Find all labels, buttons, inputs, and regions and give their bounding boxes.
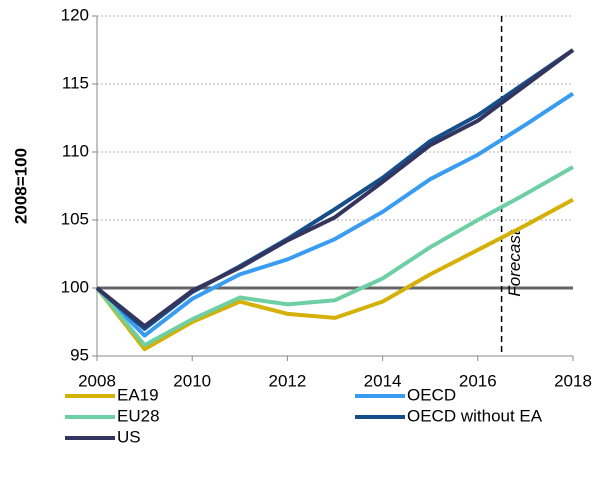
- y-axis-label: 2008=100: [11, 148, 30, 224]
- x-tick-label: 2018: [554, 371, 592, 390]
- y-tick-label: 120: [61, 5, 89, 24]
- x-tick-label: 2014: [364, 371, 402, 390]
- y-tick-label: 100: [61, 277, 89, 296]
- series-line: [95, 48, 575, 329]
- y-tick-label: 115: [62, 73, 89, 92]
- series-line: [95, 197, 574, 352]
- y-tick-label: 110: [62, 141, 89, 160]
- legend-label: EU28: [117, 406, 160, 425]
- legend-label: EA19: [117, 385, 159, 404]
- series-line: [95, 165, 574, 348]
- x-tick-label: 2010: [173, 371, 211, 390]
- x-tick-label: 2012: [268, 371, 306, 390]
- x-tick-label: 2016: [459, 371, 497, 390]
- annotation: Forecast: [505, 229, 524, 296]
- y-tick-label: 95: [70, 345, 89, 364]
- series-line: [95, 91, 575, 338]
- legend-label: OECD without EA: [407, 406, 543, 425]
- y-tick-label: 105: [61, 209, 89, 228]
- legend-label: US: [117, 427, 141, 446]
- legend-label: OECD: [407, 385, 456, 404]
- x-tick-label: 2008: [78, 371, 116, 390]
